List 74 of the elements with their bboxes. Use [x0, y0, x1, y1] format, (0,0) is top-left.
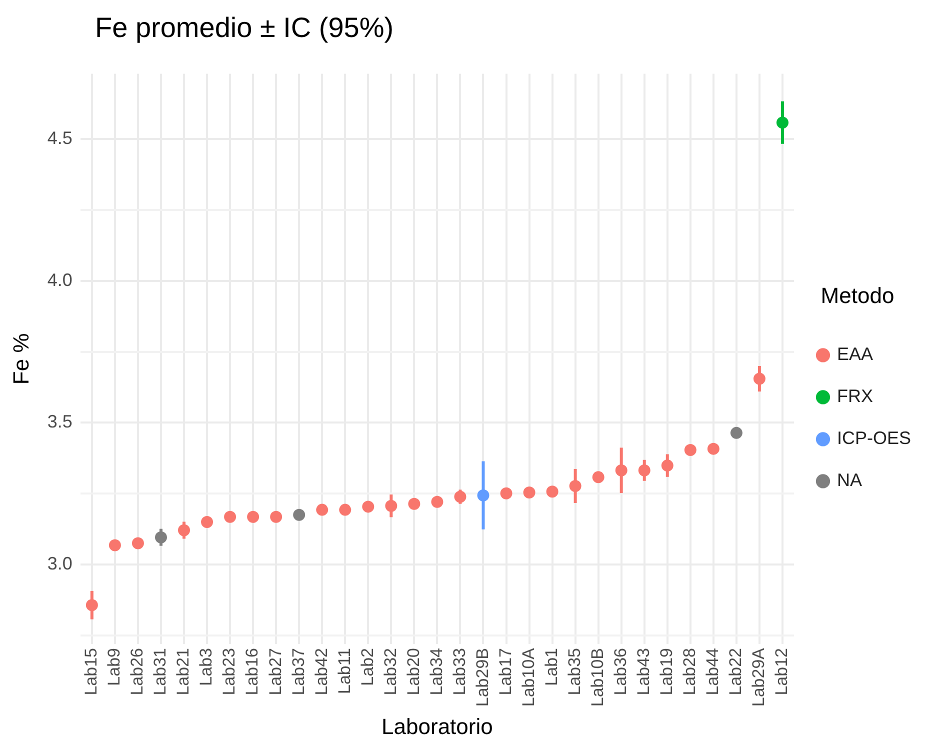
point [638, 464, 650, 476]
point [615, 464, 628, 476]
point [684, 444, 696, 456]
x-tick-label: Lab10A [518, 647, 538, 707]
point [454, 490, 466, 503]
point [592, 471, 604, 484]
point [132, 537, 144, 550]
legend-label: EAA [836, 344, 874, 364]
y-tick-label: 4.0 [47, 270, 72, 290]
point [339, 504, 352, 516]
point [385, 500, 398, 512]
x-tick-label: Lab44 [703, 648, 722, 696]
legend-title: Metodo [820, 282, 894, 308]
point [523, 486, 536, 499]
legend-label: FRX [836, 386, 873, 406]
x-tick-label: Lab1 [542, 648, 561, 686]
point [569, 480, 582, 492]
x-tick-label: Lab27 [266, 648, 285, 696]
x-tick-label: Lab31 [150, 648, 170, 696]
x-tick-label: Lab34 [426, 648, 446, 696]
point [730, 426, 742, 439]
point [201, 516, 214, 528]
point [293, 508, 306, 521]
x-tick-label: Lab33 [450, 648, 469, 696]
point [224, 510, 236, 523]
x-tick-label: Lab28 [680, 648, 700, 696]
x-tick-label: Lab35 [565, 648, 584, 696]
point [753, 372, 766, 385]
point [431, 496, 444, 508]
x-tick-label: Lab22 [726, 648, 746, 696]
point [154, 531, 167, 544]
x-tick-label: Lab43 [634, 648, 654, 696]
point [546, 486, 558, 498]
x-tick-label: Lab16 [242, 648, 262, 696]
x-tick-label: Lab42 [312, 648, 331, 696]
point [316, 504, 328, 516]
x-tick-label: Lab23 [220, 648, 239, 696]
point [247, 510, 260, 523]
x-tick-label: Lab2 [358, 648, 377, 686]
x-tick-label: Lab20 [404, 648, 423, 696]
x-tick-label: Lab19 [657, 648, 676, 696]
chart-title: Fe promedio ± IC (95%) [95, 12, 394, 44]
legend-label: NA [836, 470, 862, 490]
x-tick-label: Lab36 [611, 648, 630, 696]
point [661, 460, 674, 472]
x-tick-label: Lab26 [128, 648, 147, 696]
x-tick-label: Lab11 [334, 648, 354, 694]
x-tick-label: Lab32 [380, 648, 400, 696]
x-tick-label: Lab37 [288, 648, 308, 696]
x-tick-label: Lab17 [496, 648, 515, 696]
x-tick-label: Lab9 [104, 648, 124, 686]
point [178, 524, 190, 536]
point [776, 116, 788, 129]
x-tick-label: Lab15 [82, 648, 101, 696]
point [362, 500, 374, 513]
point [408, 498, 420, 510]
y-axis-title: Fe % [8, 333, 34, 385]
point [270, 510, 282, 523]
point [707, 442, 720, 455]
point [477, 489, 490, 502]
x-tick-label: Lab10B [588, 648, 608, 707]
y-tick-label: 3.5 [47, 412, 72, 432]
x-axis-title: Laboratorio [382, 714, 493, 739]
x-tick-label: Lab29B [472, 648, 492, 707]
point [500, 487, 512, 500]
x-tick-label: Lab29A [749, 647, 768, 707]
y-tick-label: 3.0 [47, 554, 72, 574]
point [86, 599, 98, 612]
x-tick-label: Lab21 [174, 648, 193, 696]
y-tick-label: 4.5 [47, 128, 72, 148]
point [108, 539, 121, 552]
x-tick-label: Lab3 [196, 648, 216, 686]
legend-label: ICP-OES [836, 428, 912, 448]
x-tick-label: Lab12 [772, 648, 792, 696]
